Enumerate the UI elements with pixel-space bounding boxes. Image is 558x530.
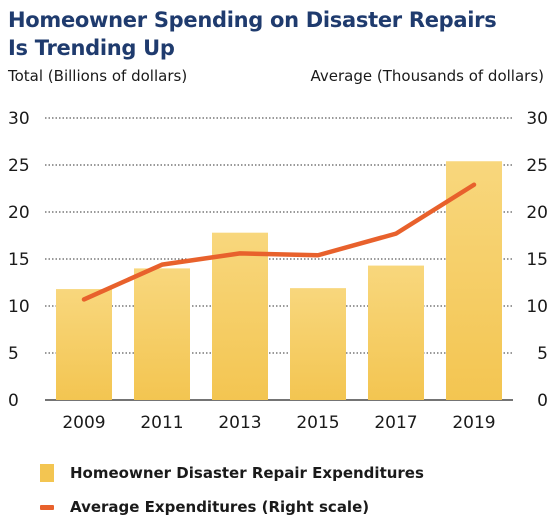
x-tick-label: 2019	[452, 413, 495, 433]
average-expenditures-line	[81, 182, 477, 302]
chart-plot: 0 0 5 5 10 10 15 15 20 20 25 25 30 30 2009 2011 2013 2015…	[8, 109, 548, 433]
bar-2017	[368, 265, 424, 400]
chart-title: Homeowner Spending on Disaster Repairs I…	[8, 6, 497, 62]
left-tick-label: 20	[8, 203, 30, 223]
right-axis-title: Average (Thousands of dollars)	[310, 67, 544, 85]
left-axis-title: Total (Billions of dollars)	[8, 67, 188, 85]
legend: Homeowner Disaster Repair Expenditures A…	[40, 456, 424, 524]
bar-2015	[290, 288, 346, 400]
right-tick-label: 25	[526, 156, 548, 176]
x-tick-label: 2013	[218, 413, 261, 433]
left-tick-label: 30	[8, 109, 30, 129]
right-tick-label: 10	[526, 297, 548, 317]
left-tick-label: 10	[8, 297, 30, 317]
legend-label-line: Average Expenditures (Right scale)	[70, 498, 370, 516]
bar-2009	[56, 289, 112, 400]
legend-item-line: Average Expenditures (Right scale)	[40, 490, 424, 524]
right-tick-label: 20	[526, 203, 548, 223]
left-tick-label: 25	[8, 156, 30, 176]
chart-title-line-1: Homeowner Spending on Disaster Repairs	[8, 8, 497, 32]
bar-2011	[134, 268, 190, 400]
chart-title-line-2: Is Trending Up	[8, 36, 175, 60]
x-tick-label: 2017	[374, 413, 417, 433]
x-tick-label: 2009	[62, 413, 105, 433]
bar-2019	[446, 161, 502, 400]
right-tick-label: 15	[526, 250, 548, 270]
right-tick-label: 30	[526, 109, 548, 129]
legend-line-swatch	[40, 504, 54, 510]
legend-label-bars: Homeowner Disaster Repair Expenditures	[70, 464, 424, 482]
right-tick-label: 5	[537, 344, 548, 364]
legend-bar-swatch	[40, 464, 54, 482]
right-tick-label: 0	[537, 391, 548, 411]
left-tick-label: 5	[8, 344, 19, 364]
x-tick-label: 2015	[296, 413, 339, 433]
left-tick-label: 0	[8, 391, 19, 411]
x-tick-label: 2011	[140, 413, 183, 433]
bar-2013	[212, 232, 268, 400]
left-tick-label: 15	[8, 250, 30, 270]
legend-item-bars: Homeowner Disaster Repair Expenditures	[40, 456, 424, 490]
